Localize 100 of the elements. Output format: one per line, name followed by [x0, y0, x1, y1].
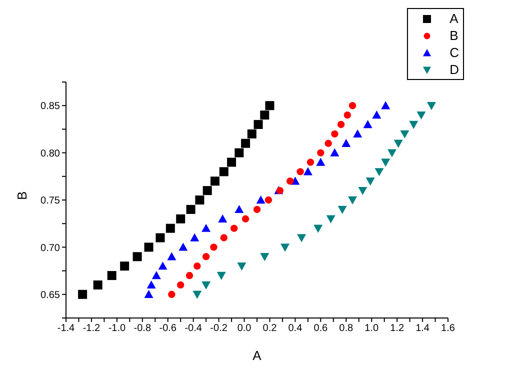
point	[132, 252, 142, 262]
point	[381, 158, 390, 167]
point	[220, 234, 228, 242]
point	[234, 204, 244, 214]
point	[202, 186, 212, 196]
point	[218, 214, 228, 222]
point	[93, 280, 102, 290]
y-tick-label: 0.70	[40, 242, 60, 254]
point	[372, 110, 382, 119]
point	[317, 149, 324, 156]
point	[348, 196, 357, 204]
point	[338, 206, 347, 214]
point	[120, 262, 130, 271]
x-tick-label: -0.6	[159, 323, 177, 334]
point	[242, 215, 250, 222]
point	[337, 120, 345, 128]
point	[166, 224, 175, 233]
point	[186, 204, 196, 214]
point	[316, 158, 326, 166]
point	[230, 224, 238, 232]
point	[331, 130, 338, 138]
x-tick-label: 1.2	[390, 323, 404, 334]
point	[400, 130, 410, 138]
legend-label: A	[450, 11, 458, 26]
point	[152, 271, 161, 280]
point	[409, 120, 418, 129]
point	[78, 290, 88, 299]
y-tick-label: 0.75	[40, 196, 60, 207]
point	[260, 110, 270, 120]
y-tick-label: 0.65	[40, 290, 60, 301]
x-tick-label: 0.8	[339, 323, 354, 334]
point	[194, 262, 201, 270]
point	[190, 233, 200, 242]
point	[280, 244, 290, 252]
point	[306, 158, 314, 166]
point	[344, 111, 352, 119]
point	[146, 280, 156, 289]
x-tick-label: 1.0	[364, 323, 379, 334]
legend-label: C	[450, 45, 459, 60]
point	[216, 272, 226, 280]
point	[286, 178, 294, 185]
point	[176, 214, 186, 224]
point	[264, 196, 272, 204]
point	[324, 140, 332, 147]
point	[416, 111, 426, 120]
point	[168, 290, 176, 298]
x-tick-label: -0.4	[184, 323, 202, 334]
x-tick-label: 0.2	[262, 323, 278, 334]
x-tick-label: -1.4	[57, 323, 76, 334]
point	[426, 102, 436, 110]
point	[202, 224, 211, 232]
point	[366, 178, 375, 186]
point	[219, 167, 228, 176]
x-tick-label: 0.4	[288, 323, 303, 334]
y-tick-label: 0.85	[40, 101, 60, 112]
x-tick-label: -1.0	[108, 323, 126, 334]
point	[202, 281, 211, 290]
point	[303, 167, 312, 176]
point	[363, 120, 372, 128]
x-tick-label: 0.6	[314, 323, 328, 334]
point	[253, 206, 261, 214]
x-tick-label: 0.0	[237, 323, 252, 334]
x-tick-label: -0.8	[134, 323, 152, 334]
point	[247, 129, 256, 138]
point	[353, 129, 362, 138]
point	[158, 262, 168, 270]
x-tick-label: 1.4	[416, 323, 430, 334]
y-tick-label: 0.80	[40, 148, 60, 160]
point	[167, 252, 176, 260]
x-tick-label: -0.2	[210, 323, 228, 334]
point	[107, 271, 116, 280]
point	[254, 120, 263, 129]
point	[296, 168, 304, 176]
point	[227, 158, 236, 167]
point	[394, 140, 403, 148]
point	[387, 149, 396, 158]
point	[241, 138, 250, 148]
point	[381, 101, 390, 110]
legend-label: D	[450, 62, 459, 77]
point	[330, 148, 340, 156]
x-tick-label: 1.6	[441, 323, 456, 334]
point	[210, 244, 218, 251]
point	[192, 290, 202, 299]
x-tick-label: -1.2	[82, 323, 101, 334]
point	[326, 215, 336, 224]
point	[265, 101, 274, 110]
point	[348, 102, 356, 110]
point	[144, 290, 154, 298]
point	[144, 242, 154, 252]
point	[314, 224, 323, 233]
point	[195, 196, 204, 204]
legend-label: B	[450, 28, 458, 43]
point	[202, 253, 210, 260]
point	[234, 148, 244, 158]
y-axis-title: B	[14, 191, 30, 200]
point	[374, 168, 384, 176]
point	[210, 176, 220, 186]
point	[177, 281, 184, 289]
point	[237, 262, 246, 271]
x-axis-title: A	[252, 348, 262, 363]
